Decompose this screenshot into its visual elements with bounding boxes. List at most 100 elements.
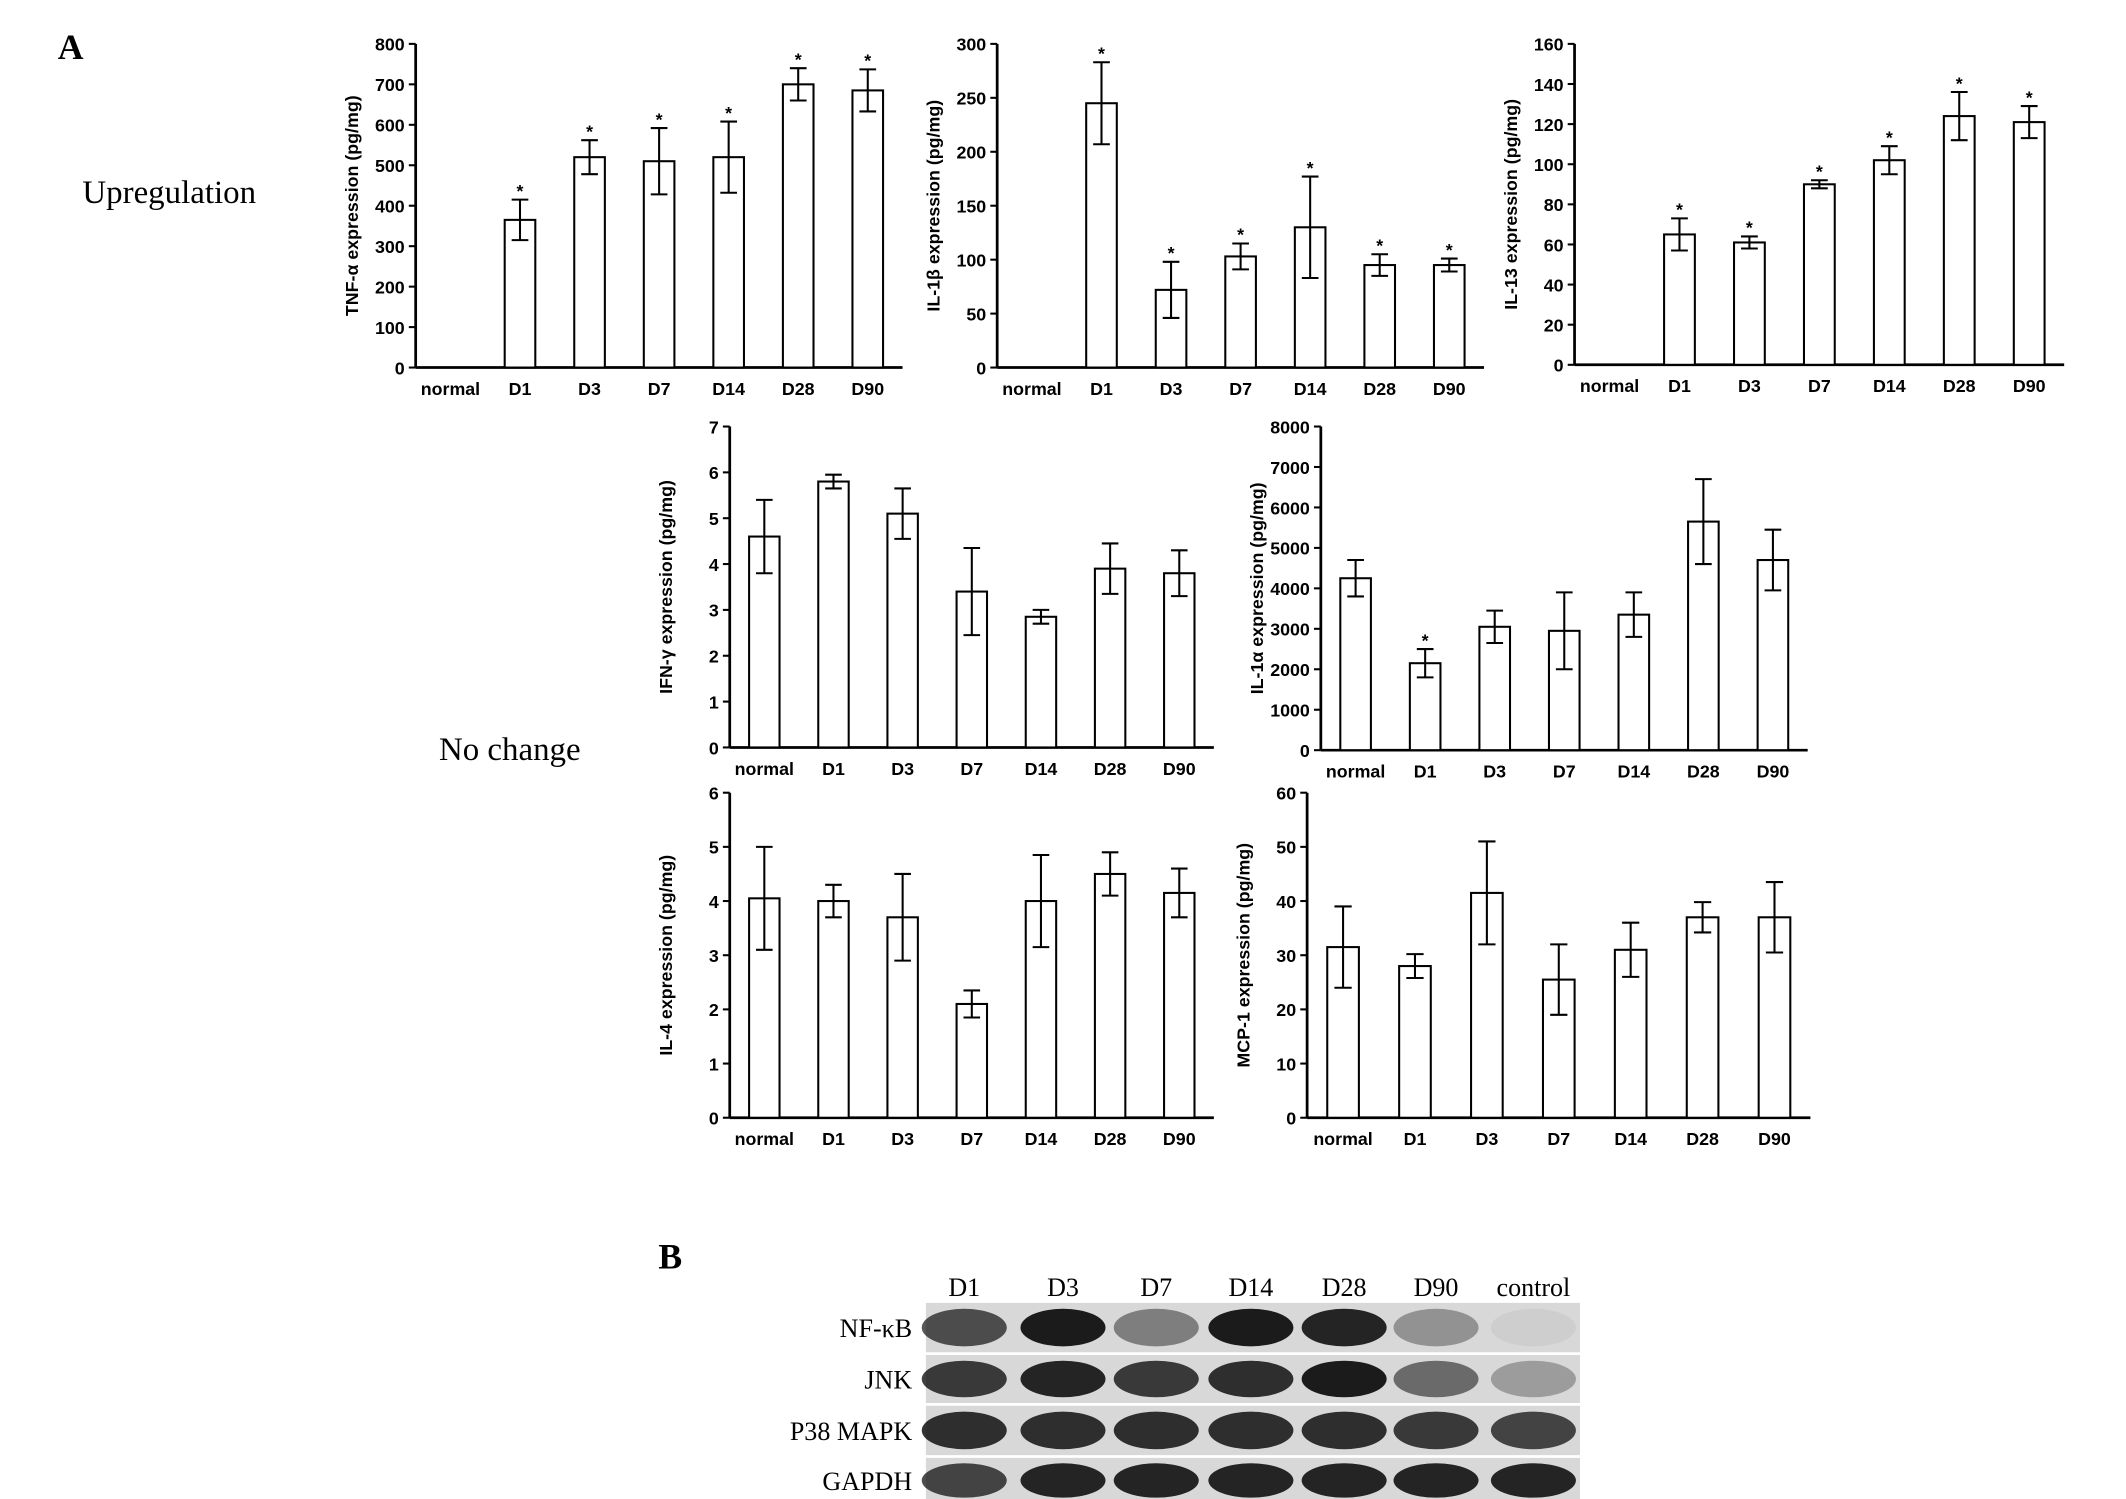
row-label: NF-κB bbox=[840, 1314, 912, 1343]
bar bbox=[1093, 567, 1127, 749]
error-bar bbox=[1671, 217, 1688, 252]
lane-label: D3 bbox=[1047, 1273, 1079, 1302]
y-tick-label: 0 bbox=[709, 1109, 719, 1129]
significance-marker: * bbox=[864, 51, 871, 71]
y-tick-label: 3 bbox=[709, 601, 719, 621]
y-tick-label: 2 bbox=[709, 647, 719, 667]
row-label: P38 MAPK bbox=[790, 1417, 913, 1446]
y-tick-label: 250 bbox=[956, 89, 986, 109]
bar-chart: 0 50 100 150 200 250 300 IL-1β expression (pg/m… bbox=[924, 35, 1485, 399]
x-tick-label: D14 bbox=[1614, 1129, 1647, 1149]
blot-band bbox=[1020, 1411, 1106, 1450]
significance-marker: * bbox=[1886, 127, 1893, 147]
error-bar bbox=[1741, 235, 1758, 250]
y-tick-label: 60 bbox=[1544, 235, 1564, 255]
lane-label: D14 bbox=[1228, 1273, 1273, 1302]
bar bbox=[1224, 255, 1257, 369]
blot-band bbox=[921, 1411, 1007, 1450]
error-bar bbox=[825, 883, 842, 919]
error-bar bbox=[1101, 851, 1119, 897]
x-tick-label: D28 bbox=[1943, 376, 1976, 396]
blot-band bbox=[921, 1463, 1007, 1498]
group-label: Upregulation bbox=[82, 175, 256, 211]
bar bbox=[817, 900, 850, 1119]
x-tick-label: D7 bbox=[648, 379, 671, 399]
blot-band bbox=[1301, 1360, 1387, 1398]
x-tick-label: D7 bbox=[1808, 376, 1831, 396]
y-axis-label: MCP-1 expression (pg/mg) bbox=[1234, 843, 1254, 1068]
y-tick-label: 6000 bbox=[1270, 498, 1310, 518]
y-tick-label: 20 bbox=[1276, 1000, 1296, 1020]
error-bar bbox=[1301, 175, 1319, 280]
error-bar bbox=[1406, 953, 1424, 979]
x-tick-label: D90 bbox=[1758, 1129, 1791, 1149]
y-tick-label: 0 bbox=[709, 738, 719, 758]
bar bbox=[1432, 264, 1466, 369]
row-label: JNK bbox=[864, 1366, 912, 1395]
error-bar bbox=[1486, 609, 1504, 645]
blot-band bbox=[921, 1360, 1007, 1398]
error-bar bbox=[963, 546, 981, 637]
significance-marker: * bbox=[2026, 87, 2033, 107]
blot-band bbox=[1393, 1411, 1479, 1450]
error-bar bbox=[963, 989, 981, 1019]
y-tick-label: 0 bbox=[1286, 1109, 1296, 1129]
y-axis-label: IL-1β expression (pg/mg) bbox=[924, 100, 944, 312]
significance-marker: * bbox=[1446, 240, 1453, 260]
bar bbox=[1339, 577, 1372, 752]
error-bar bbox=[1101, 542, 1119, 595]
blot-band bbox=[1020, 1360, 1106, 1398]
y-tick-label: 200 bbox=[375, 277, 405, 297]
error-bar bbox=[756, 845, 773, 951]
blot-band bbox=[1301, 1308, 1387, 1347]
error-bar bbox=[894, 487, 911, 540]
error-bar bbox=[1810, 179, 1828, 190]
x-tick-label: D14 bbox=[1294, 379, 1327, 399]
y-tick-label: 100 bbox=[375, 318, 405, 338]
x-tick-label: D28 bbox=[1094, 1129, 1127, 1149]
bar bbox=[1163, 572, 1196, 749]
x-tick-label: D1 bbox=[509, 379, 532, 399]
y-tick-label: 4 bbox=[709, 555, 719, 575]
y-tick-label: 0 bbox=[1300, 741, 1310, 761]
bar bbox=[1085, 102, 1118, 369]
y-tick-label: 10 bbox=[1276, 1054, 1296, 1074]
x-tick-label: D3 bbox=[1483, 762, 1506, 782]
y-tick-label: 700 bbox=[375, 75, 405, 95]
blot-band bbox=[1301, 1411, 1387, 1450]
y-tick-label: 140 bbox=[1534, 75, 1564, 95]
bar bbox=[1732, 241, 1766, 366]
bar-chart: 0 100 200 300 400 500 600 700 800 TNF-α expressio… bbox=[342, 35, 903, 399]
x-tick-label: D7 bbox=[1229, 379, 1252, 399]
bar bbox=[1163, 891, 1196, 1119]
y-tick-label: 5000 bbox=[1270, 539, 1310, 559]
y-tick-label: 600 bbox=[375, 116, 405, 136]
y-tick-label: 300 bbox=[375, 237, 405, 257]
y-tick-label: 200 bbox=[956, 143, 986, 163]
significance-marker: * bbox=[1746, 218, 1753, 238]
y-tick-label: 20 bbox=[1544, 316, 1564, 336]
bar bbox=[1802, 183, 1836, 366]
y-tick-label: 1000 bbox=[1270, 701, 1310, 721]
significance-marker: * bbox=[1307, 158, 1314, 178]
bar bbox=[781, 83, 815, 369]
x-tick-label: D1 bbox=[1414, 762, 1437, 782]
error-bar bbox=[1334, 905, 1352, 989]
row-label: GAPDH bbox=[822, 1467, 912, 1496]
blot-band bbox=[1393, 1360, 1479, 1398]
y-axis-label: IL-4 expression (pg/mg) bbox=[656, 855, 676, 1056]
blot-band bbox=[1113, 1411, 1199, 1450]
error-bar bbox=[894, 872, 911, 962]
error-bar bbox=[1765, 881, 1784, 954]
y-tick-label: 1 bbox=[709, 1054, 719, 1074]
y-tick-label: 7 bbox=[709, 417, 719, 437]
error-bar bbox=[720, 120, 738, 194]
error-bar bbox=[1162, 260, 1180, 319]
y-tick-label: 800 bbox=[375, 35, 405, 55]
error-bar bbox=[1625, 591, 1643, 638]
x-tick-label: D90 bbox=[1433, 379, 1466, 399]
lane-label: D7 bbox=[1140, 1273, 1172, 1302]
y-axis-label: IL-1α expression (pg/mg) bbox=[1247, 482, 1267, 694]
y-tick-label: 100 bbox=[1534, 155, 1564, 175]
error-bar bbox=[789, 67, 807, 102]
